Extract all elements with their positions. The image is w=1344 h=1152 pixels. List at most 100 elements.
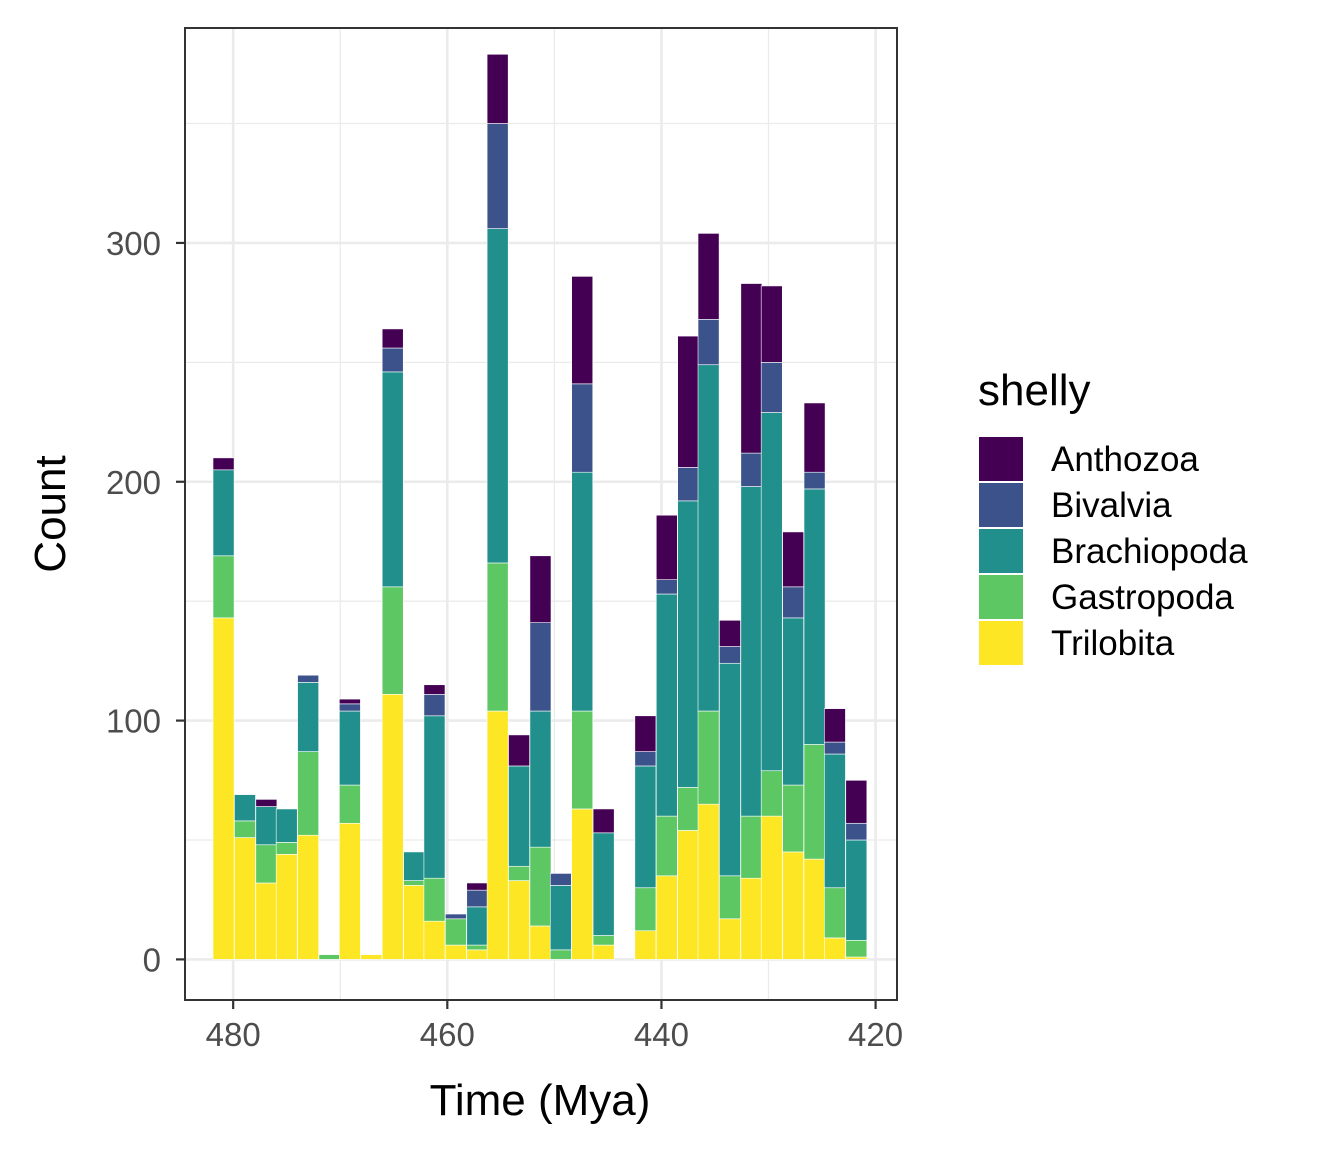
x-tick-label: 420 [848,1016,903,1053]
bar-segment-brachiopoda [592,832,615,936]
bar-segment-brachiopoda [760,412,783,772]
bar-segment-anthozoa [255,799,278,807]
bar-segment-trilobita [655,875,678,960]
plot-panel [184,27,898,1001]
bar-segment-trilobita [255,882,278,960]
bar-segment-gastropoda [486,562,509,712]
bar-segment-trilobita [529,925,552,960]
bar-segment-trilobita [486,710,509,960]
bar-segment-anthozoa [845,779,868,824]
bar-segment-trilobita [275,854,298,960]
bar-segment-brachiopoda [423,715,446,879]
bar-segment-trilobita [234,837,256,960]
bar-segment-gastropoda [403,880,425,886]
bar-segment-anthozoa [655,514,678,580]
bar-segment-trilobita [803,858,826,960]
bar-segment-gastropoda [508,865,530,881]
bar-segment-brachiopoda [719,662,741,877]
bar-segment-gastropoda [339,784,361,824]
bar-segment-anthozoa [486,53,509,124]
bar-segment-brachiopoda [571,471,594,712]
bar-segment-brachiopoda [212,469,235,557]
bar-segment-bivalvia [677,467,700,502]
bar-segment-gastropoda [234,820,256,838]
y-axis-title: Count [26,455,75,572]
legend-label-bivalvia: Bivalvia [1051,486,1172,525]
legend-key-trilobita [979,621,1023,665]
legend-label-anthozoa: Anthozoa [1051,440,1199,479]
bar-segment-gastropoda [677,787,700,831]
bar-segment-bivalvia [803,471,826,490]
x-tick-label: 460 [420,1016,475,1053]
legend-title: shelly [978,366,1091,415]
bar-segment-anthozoa [592,808,615,834]
bar-segment-trilobita [677,830,700,960]
legend-label-brachiopoda: Brachiopoda [1051,532,1248,571]
bar-segment-bivalvia [445,913,467,920]
bar-segment-bivalvia [634,751,657,767]
x-axis-title: Time (Mya) [430,1076,651,1125]
bar-segment-brachiopoda [677,500,700,788]
bar-segment-bivalvia [571,383,594,473]
bar-segment-brachiopoda [466,906,489,946]
bar-segment-anthozoa [697,233,720,320]
bar-segment-anthozoa [529,555,552,623]
legend-key-bivalvia [979,483,1023,527]
bar-segment-anthozoa [634,715,657,752]
bar-segment-gastropoda [255,844,278,884]
bar-segment-brachiopoda [824,753,846,889]
bar-segment-trilobita [571,808,594,960]
bar-segment-bivalvia [423,694,446,717]
bar-segment-bivalvia [697,319,720,366]
legend-label-gastropoda: Gastropoda [1051,578,1234,617]
bar-segment-brachiopoda [234,794,256,822]
bar-segment-trilobita [297,834,319,960]
bar-segment-gastropoda [466,944,489,951]
bar-segment-bivalvia [719,646,741,664]
bar-segment-brachiopoda [339,710,361,786]
bar-segment-brachiopoda [508,765,530,867]
bar-segment-gastropoda [381,586,404,695]
bar-segment-trilobita [339,822,361,960]
x-tick-label: 440 [634,1016,689,1053]
bar-segment-trilobita [212,617,235,960]
bar-segment-anthozoa [212,457,235,471]
y-tick-label: 200 [106,464,161,501]
bar-segment-trilobita [423,920,446,960]
bar-segment-gastropoda [697,710,720,805]
legend-key-gastropoda [979,575,1023,619]
bar-segment-gastropoda [719,875,741,920]
bar-segment-brachiopoda [845,839,868,941]
axes: 480 460 440 420 0 100 200 300 [106,225,903,1053]
bar-segment-gastropoda [549,949,572,960]
bar-segment-anthozoa [740,283,763,454]
bar-segment-trilobita [760,815,783,960]
bar-segment-bivalvia [824,741,846,755]
bar-segment-gastropoda [845,939,868,958]
bar-segment-gastropoda [740,815,763,879]
bar-segment-trilobita [360,954,383,960]
bar-segment-gastropoda [297,751,319,836]
bar-segment-anthozoa [381,328,404,349]
bar-segment-gastropoda [655,815,678,877]
bar-segment-gastropoda [318,954,341,960]
bar-segment-anthozoa [803,402,826,473]
bar-segment-brachiopoda [275,808,298,843]
bar-segment-brachiopoda [740,486,763,817]
y-tick-label: 300 [106,225,161,262]
bar-segment-bivalvia [529,622,552,712]
bar-segment-bivalvia [655,579,678,595]
bar-segment-bivalvia [549,873,572,886]
bar-segment-trilobita [466,949,489,960]
bar-segment-gastropoda [275,842,298,855]
bar-segment-gastropoda [445,918,467,946]
bar-segment-trilobita [508,880,530,960]
bar-segment-bivalvia [339,703,361,712]
bar-segment-anthozoa [571,276,594,385]
bar-segment-brachiopoda [381,371,404,588]
bar-segment-anthozoa [824,708,846,743]
bar-segment-bivalvia [486,123,509,229]
bar-segment-anthozoa [760,285,783,363]
bar-segment-gastropoda [423,877,446,922]
